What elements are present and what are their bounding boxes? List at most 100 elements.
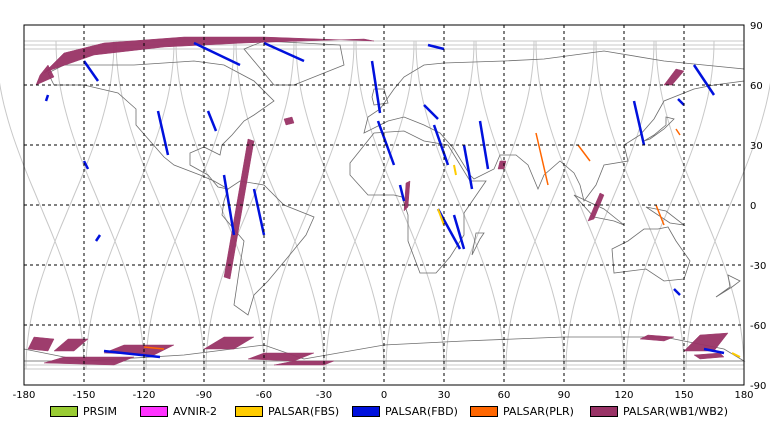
x-tick-label: -120: [133, 390, 156, 400]
coastline: [471, 232, 485, 256]
orbit-track: [55, 40, 145, 370]
x-tick-label: 180: [734, 390, 753, 400]
wb-swath: [683, 332, 729, 352]
legend-label-wb: PALSAR(WB1/WB2): [623, 404, 729, 418]
y-tick-label: 90: [750, 21, 763, 32]
wb-swath: [53, 338, 89, 352]
fbd-swath: [462, 144, 474, 190]
wb-swath: [223, 138, 255, 280]
orbit-track: [355, 40, 445, 370]
orbit-track: [415, 40, 505, 370]
legend-swatch-prsim: [50, 405, 78, 417]
coastline: [47, 60, 275, 190]
x-tick-label: 30: [438, 390, 451, 400]
plr-swath: [675, 128, 681, 136]
orbit-track: [625, 40, 715, 370]
orbit-track: [655, 40, 745, 370]
fbd-swath: [423, 104, 439, 120]
coastline: [371, 88, 389, 106]
fbs-swath: [453, 164, 457, 176]
x-tick-label: 0: [381, 390, 387, 400]
plr-swath: [655, 204, 665, 226]
plr-swath: [577, 144, 591, 162]
plr-swath: [535, 132, 549, 186]
fbd-swath: [94, 234, 102, 242]
legend-label-fbs: PALSAR(FBS): [268, 404, 340, 418]
orbit-track: [535, 40, 625, 370]
coastline: [611, 226, 691, 282]
wb-swath: [283, 116, 295, 126]
wb-swaths: [27, 36, 729, 366]
x-tick-label: 150: [674, 390, 693, 400]
x-tick-label: -90: [196, 390, 212, 400]
orbit-track: [295, 40, 385, 370]
fbs-swaths: [437, 164, 741, 358]
x-tick-label: -150: [73, 390, 96, 400]
legend-label-prsim: PRSIM: [83, 404, 117, 418]
y-tick-label: -30: [750, 261, 766, 272]
legend-item-plr: PALSAR(PLR): [470, 404, 574, 418]
wb-swath: [43, 356, 135, 366]
x-tick-label: 60: [498, 390, 511, 400]
orbit-track: [25, 40, 115, 370]
orbit-track: [175, 40, 265, 370]
plr-swaths: [143, 128, 681, 350]
wb-swath: [693, 352, 725, 360]
legend-swatch-fbs: [235, 405, 263, 417]
legend-item-fbs: PALSAR(FBS): [235, 404, 339, 418]
wb-swath: [663, 68, 685, 86]
wb-swath: [203, 336, 255, 350]
legend-label-fbd: PALSAR(FBD): [385, 404, 458, 418]
fbd-swath: [427, 43, 445, 51]
orbit-track: [445, 40, 535, 370]
legend: PRSIM AVNIR-2 PALSAR(FBS) PALSAR(FBD) PA…: [0, 401, 770, 423]
fbd-swath: [252, 188, 266, 236]
fbd-swaths: [44, 41, 725, 359]
legend-swatch-plr: [470, 405, 498, 417]
orbit-track: [505, 40, 595, 370]
fbs-swath: [731, 352, 741, 358]
y-tick-label: -90: [750, 381, 766, 392]
coastline: [715, 274, 741, 298]
fbd-swath: [193, 41, 241, 67]
wb-swath: [43, 36, 375, 74]
legend-swatch-wb: [590, 405, 618, 417]
y-tick-label: 30: [750, 141, 763, 152]
legend-swatch-avnir2: [140, 405, 168, 417]
x-tick-label: 90: [558, 390, 571, 400]
x-tick-labels: -180 -150 -120 -90 -60 -30 0 30 60 90 120 150 180: [13, 390, 754, 400]
fbd-swath: [82, 160, 90, 170]
map-frame: [23, 24, 745, 386]
y-tick-label: 0: [750, 201, 756, 212]
wb-swath: [27, 336, 55, 352]
fbd-swath: [436, 208, 462, 250]
fbd-swath: [370, 60, 382, 114]
wb-swath: [35, 64, 55, 86]
coastline: [221, 180, 315, 316]
fbd-swath: [478, 120, 490, 170]
graticule-grid: [24, 25, 744, 385]
orbit-track: [265, 40, 355, 370]
coastline: [643, 116, 675, 142]
orbit-track: [385, 40, 475, 370]
orbit-track: [325, 40, 415, 370]
fbd-swath: [632, 100, 646, 146]
y-tick-labels: 90 60 30 0 -30 -60 -90: [750, 21, 766, 392]
y-tick-label: -60: [750, 321, 766, 332]
x-tick-label: -180: [13, 390, 36, 400]
wb-swath: [587, 192, 605, 222]
fbd-swath: [82, 60, 100, 82]
x-tick-label: 120: [614, 390, 633, 400]
plr-swath: [143, 346, 165, 350]
fbd-swath: [206, 110, 218, 132]
x-tick-label: -30: [316, 390, 332, 400]
x-tick-label: -60: [256, 390, 272, 400]
coverage-map: -180 -150 -120 -90 -60 -30 0 30 60 90 120 150 180 90…: [0, 21, 770, 400]
legend-item-avnir2: AVNIR-2: [140, 404, 217, 418]
orbit-track: [685, 82, 770, 370]
orbit-track: [205, 40, 295, 370]
coastline: [349, 130, 487, 274]
orbit-track: [0, 82, 85, 370]
fbd-swath: [692, 64, 716, 96]
legend-item-wb: PALSAR(WB1/WB2): [590, 404, 728, 418]
